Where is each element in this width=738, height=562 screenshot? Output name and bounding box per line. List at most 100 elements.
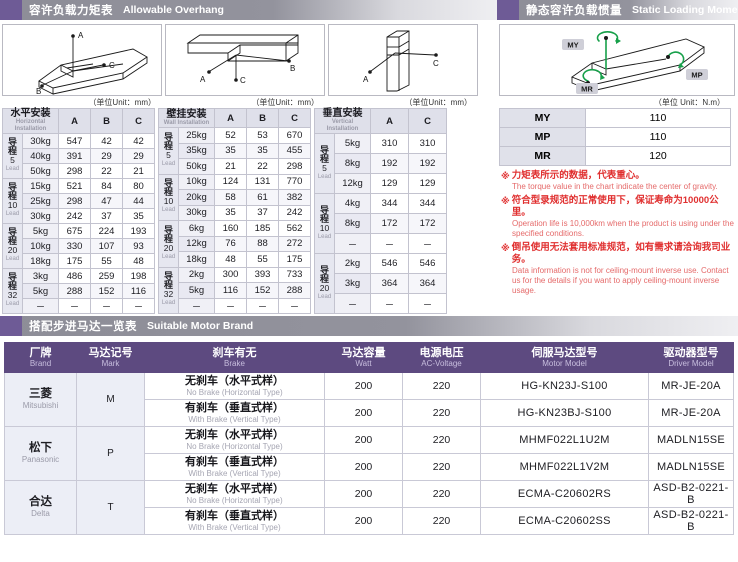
lead-group-label: 导程 5 Lead [314,133,335,194]
column-header-motor-model: 伺服马达型号 Motor Model [480,342,649,373]
value-cell: 272 [278,235,311,252]
table-static-loading-moment: MY 110 MP 110 MR 120 [499,108,731,166]
load-cell: 3kg [22,268,59,284]
table-row: 18kg 48 55 175 [159,251,311,268]
section-title-cn: 搭配步进马达一览表 [29,321,137,333]
table-title: 垂直安装 Vertical Installation [314,108,371,134]
section-header-motor: 搭配步进马达一览表 Suitable Motor Brand [0,316,738,336]
column-header-mark: 马达记号 Mark [76,342,145,373]
load-cell: 8kg [334,153,371,174]
table-row: MP 110 [499,127,731,147]
lead-group-label: 导程 20 Lead [314,253,335,314]
value-cell: － [370,233,409,254]
diagram-row: A B C [0,20,497,96]
value-cell: 80 [122,178,155,194]
section-header-moment: 静态容许负载惯量 Static Loading Moment [497,0,738,20]
table-row: 导程 10 Lead 10kg 124 131 770 [158,173,311,221]
value-cell: 364 [408,273,447,294]
value-cell: 546 [408,253,447,274]
value-cell: 93 [122,238,155,254]
section-title-cn: 静态容许负载惯量 [526,5,622,17]
unit-label-mm: （单位Unit：mm） [251,98,319,107]
table-row: －－－ [315,233,447,254]
notes-list: ※ 力矩表所示的数据，代表重心。 The torque value in the c… [497,166,738,296]
svg-text:A: A [363,75,369,84]
table-title: 水平安装 Horizontal Installation [2,108,59,134]
value-cell: 35 [246,142,279,159]
value-cell: 21 [122,163,155,179]
table-row: 导程 10 Lead 15kg 521 84 80 [2,178,155,224]
lead-group-label: 导程 10 Lead [314,193,335,254]
table-row: 30kg 35 37 242 [159,204,311,221]
value-cell: 84 [90,178,123,194]
voltage-cell: 220 [402,372,481,400]
value-cell: 152 [246,282,279,299]
svg-text:C: C [109,61,115,70]
table-row: 40kg 391 29 29 [3,148,155,164]
value-cell: 175 [278,251,311,268]
value-cell: 382 [278,189,311,206]
brand-cell: 松下 Panasonic [4,426,77,481]
svg-text:B: B [290,64,295,73]
value-cell: － [214,297,247,314]
note-item: ※ 力矩表所示的数据，代表重心。 The torque value in the c… [501,170,734,192]
column-header-watt: 马达容量 Watt [324,342,403,373]
lead-group-label: 导程 32 Lead [158,266,179,314]
driver-model-cell: MR-JE-20A [648,372,734,400]
column-header-ac-voltage: 电源电压 AC-Voltage [402,342,481,373]
value-cell: 344 [408,193,447,214]
load-cell: 12kg [334,173,371,194]
load-cell: － [22,298,59,314]
moment-diagram: MY MR MP [499,24,735,96]
asterisk-icon: ※ [501,171,510,181]
svg-text:A: A [200,75,206,84]
note-text-cn: ※ 符合型录规范的正常使用下，保证寿命为10000公里。 [501,195,719,218]
value-cell: 242 [278,204,311,221]
value-cell: 675 [58,223,91,239]
driver-model-cell: ASD-B2-0221-B [648,507,734,535]
value-cell: 364 [370,273,409,294]
value-cell: 35 [122,208,155,224]
load-cell: 15kg [22,178,59,194]
table-row: 5kg 116 152 288 [159,282,311,299]
watt-cell: 200 [324,507,403,535]
table-row: 35kg 35 35 455 [159,142,311,159]
table-row: 导程 20 Lead 5kg 675 224 193 [2,223,155,269]
value-cell: 546 [370,253,409,274]
brand-cell: 合达 Delta [4,480,77,535]
value-cell: 298 [58,163,91,179]
moment-value: 110 [585,108,731,128]
value-cell: 29 [122,148,155,164]
unit-label-nm: （单位 Unit：N.m） [653,98,725,107]
value-cell: 733 [278,266,311,283]
svg-text:MP: MP [691,71,702,80]
table-row: 有刹车（垂直式样） With Brake (Vertical Type) 200 22… [5,453,734,481]
value-cell: 22 [246,158,279,175]
lead-group-label: 导程 10 Lead [158,173,179,221]
motor-model-cell: MHMF022L1V2M [480,453,649,481]
brake-cell: 无刹车（水平式样） No Brake (Horizontal Type) [144,372,325,400]
brake-cell: 无刹车（水平式样） No Brake (Horizontal Type) [144,426,325,454]
value-cell: － [278,297,311,314]
table-vertical-installation: 垂直安装 Vertical Installation A C 导程 5 Lead 5kg 310… [314,108,447,314]
value-cell: 29 [90,148,123,164]
value-cell: 131 [246,173,279,190]
value-cell: 48 [214,251,247,268]
load-cell: 2kg [334,253,371,274]
value-cell: 160 [214,220,247,237]
value-cell: － [408,233,447,254]
value-cell: 486 [58,268,91,284]
column-header-brand: 厂牌 Brand [4,342,77,373]
table-row: 有刹车（垂直式样） With Brake (Vertical Type) 200 22… [5,507,734,535]
svg-text:A: A [78,31,84,40]
table-row: 12kg 129 129 [315,173,447,194]
lead-group-label: 导程 10 Lead [2,178,23,224]
value-cell: 35 [214,142,247,159]
value-cell: 37 [246,204,279,221]
value-cell: 193 [122,223,155,239]
lead-group-label: 导程 5 Lead [158,127,179,175]
table-row: 3kg 364 364 [315,273,447,294]
driver-model-cell: ASD-B2-0221-B [648,480,734,508]
table-row: 导程 10 Lead 4kg 344 344 [314,193,447,254]
load-cell: 50kg [178,158,215,175]
